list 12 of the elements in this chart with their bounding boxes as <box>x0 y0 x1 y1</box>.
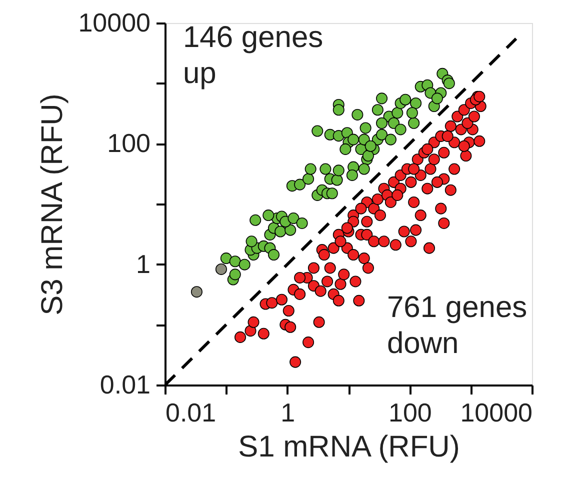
y-tick-label: 1 <box>136 248 150 279</box>
y-axis-title: S3 mRNA (RFU) <box>36 94 70 316</box>
x-tick-label: 10000 <box>460 398 532 428</box>
y-tick-label: 10000 <box>78 8 150 38</box>
x-tick-label: 0.01 <box>166 398 216 428</box>
annotation: 761 genes down <box>387 291 528 360</box>
y-tick-label: 0.01 <box>100 370 150 400</box>
x-tick-label: 1 <box>280 398 296 428</box>
annotation: 146 genes up <box>183 21 324 90</box>
x-tick-label: 100 <box>388 398 432 428</box>
x-axis-title: S1 mRNA (RFU) <box>238 430 460 464</box>
y-tick-label: 100 <box>107 128 150 158</box>
